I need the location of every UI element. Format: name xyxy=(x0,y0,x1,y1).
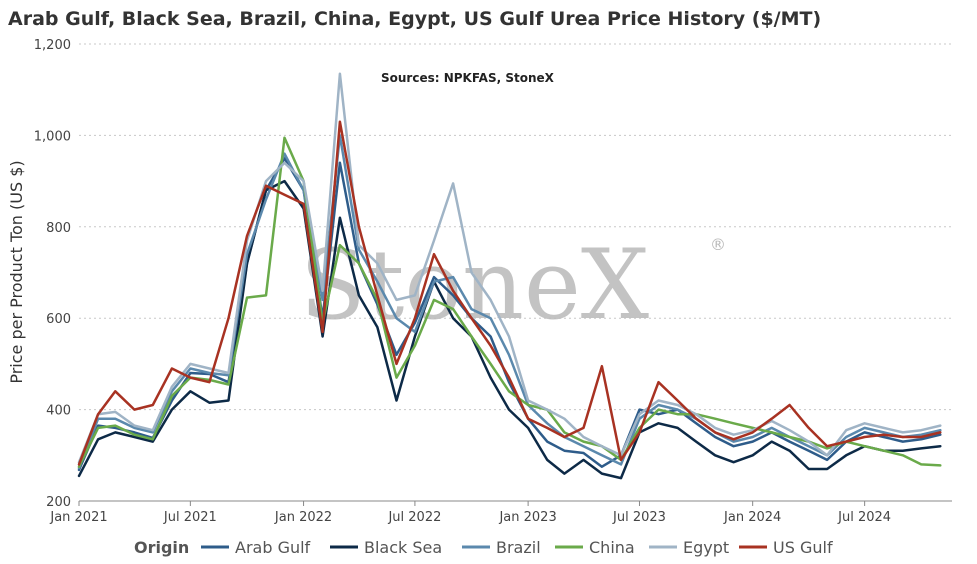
y-tick-label: 400 xyxy=(46,404,71,419)
grid xyxy=(79,43,952,411)
legend-label-arab-gulf: Arab Gulf xyxy=(235,538,311,557)
source-note: Sources: NPKFAS, StoneX xyxy=(381,71,555,85)
x-tick-label: Jan 2021 xyxy=(49,510,107,525)
x-tick-label: Jul 2023 xyxy=(612,510,666,525)
y-tick-label: 800 xyxy=(46,221,71,236)
x-tick-label: Jul 2021 xyxy=(163,510,217,525)
series-line-brazil xyxy=(77,134,942,470)
chart-title: Arab Gulf, Black Sea, Brazil, China, Egy… xyxy=(8,8,821,30)
series-line-us-gulf xyxy=(77,120,942,466)
series-line-egypt xyxy=(77,72,942,464)
series-line-black-sea xyxy=(77,179,942,480)
legend-label-egypt: Egypt xyxy=(683,538,729,557)
series-lines xyxy=(77,72,942,480)
series-line-china xyxy=(77,136,942,468)
y-axis-label: Price per Product Ton (US $) xyxy=(7,160,26,383)
x-tick-label: Jan 2023 xyxy=(498,510,556,525)
legend-label-us-gulf: US Gulf xyxy=(773,538,833,557)
x-tick-label: Jul 2024 xyxy=(837,510,891,525)
legend-label-brazil: Brazil xyxy=(496,538,541,557)
series-line-arab-gulf xyxy=(77,157,942,472)
legend-title: Origin xyxy=(134,538,189,557)
y-tick-label: 200 xyxy=(46,495,71,510)
x-tick-label: Jan 2022 xyxy=(274,510,332,525)
y-tick-label: 1,000 xyxy=(34,129,71,144)
legend: Origin Arab Gulf Black Sea Brazil China Egyp… xyxy=(134,538,833,557)
y-tick-label: 1,200 xyxy=(34,38,71,53)
y-tick-label: 600 xyxy=(46,312,71,327)
x-tick-label: Jan 2024 xyxy=(723,510,781,525)
legend-label-black-sea: Black Sea xyxy=(364,538,442,557)
x-axis-ticks: Jan 2021 Jul 2021 Jan 2022 Jul 2022 Jan 2023… xyxy=(49,501,891,525)
watermark-registered-mark: ® xyxy=(710,235,726,254)
y-axis-ticks: 200 400 600 800 1,000 1,200 xyxy=(34,38,71,510)
x-tick-label: Jul 2022 xyxy=(387,510,441,525)
legend-label-china: China xyxy=(589,538,635,557)
